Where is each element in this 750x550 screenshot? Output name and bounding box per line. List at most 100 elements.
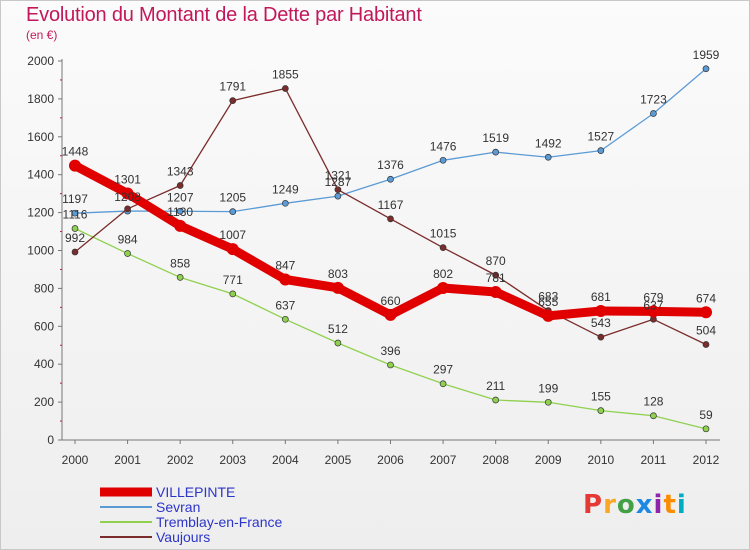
data-label: 1855 (272, 67, 299, 81)
data-point (594, 304, 607, 317)
data-point (439, 244, 447, 252)
y-tick-label: 1600 (27, 130, 54, 144)
data-point (597, 333, 605, 341)
y-tick-label: 1200 (27, 206, 54, 220)
data-point (176, 182, 184, 189)
data-label: 199 (538, 381, 558, 395)
data-label: 1130 (167, 205, 193, 219)
data-point (176, 274, 184, 281)
legend-swatch-sevran (100, 501, 152, 513)
data-label: 128 (643, 395, 663, 409)
legend-item-vaujours: Vaujours (100, 529, 282, 545)
data-label: 847 (275, 258, 295, 272)
data-point (702, 341, 710, 348)
data-label: 512 (328, 322, 348, 336)
data-label: 1205 (219, 191, 246, 205)
x-tick-label: 2006 (377, 453, 404, 467)
data-label: 504 (696, 323, 716, 337)
data-point (650, 412, 657, 420)
data-label: 1519 (482, 131, 509, 145)
chart-title: Evolution du Montant de la Dette par Hab… (26, 4, 422, 26)
legend-swatch-tremblay (100, 516, 152, 528)
x-tick-label: 2010 (587, 453, 614, 467)
data-label: 1723 (640, 92, 667, 106)
data-label: 637 (275, 298, 295, 312)
logo-letter: i (676, 490, 687, 520)
logo-letter: x (635, 490, 654, 520)
data-label: 1343 (167, 165, 194, 179)
data-point (597, 147, 605, 154)
data-label: 543 (591, 316, 611, 330)
x-tick-label: 2008 (482, 453, 509, 467)
data-point (542, 309, 555, 322)
data-point (124, 205, 131, 213)
data-label: 1492 (535, 136, 562, 150)
data-point (281, 85, 289, 92)
data-label: 771 (223, 273, 243, 287)
data-point (544, 153, 552, 161)
y-tick-label: 1800 (27, 92, 54, 106)
data-label: 155 (591, 390, 611, 404)
data-point (226, 243, 239, 256)
legend-label-sevran: Sevran (156, 498, 201, 515)
data-point (702, 425, 710, 433)
legend-item-tremblay: Tremblay-en-France (100, 513, 283, 530)
legend-label-tremblay: Tremblay-en-France (156, 513, 283, 530)
data-label: 683 (538, 290, 558, 304)
x-tick-label: 2005 (325, 453, 352, 467)
logo-letter: i (653, 490, 664, 520)
y-tick-label: 1000 (27, 244, 54, 258)
data-point (281, 315, 289, 323)
data-point (71, 209, 79, 217)
data-label: 1959 (693, 48, 720, 62)
data-point (229, 97, 237, 104)
data-point (650, 110, 657, 117)
data-label: 1249 (272, 182, 299, 196)
data-point (279, 273, 292, 286)
data-label: 1007 (219, 228, 246, 242)
data-point (229, 208, 237, 216)
data-point (647, 305, 660, 318)
data-label: 1476 (430, 139, 457, 153)
x-tick-label: 2009 (535, 453, 562, 467)
y-tick-label: 200 (34, 395, 54, 409)
legend-swatch-vaujours (100, 531, 152, 543)
x-tick-label: 2004 (272, 453, 299, 467)
data-point (174, 219, 187, 232)
data-point (439, 380, 447, 388)
data-label: 858 (170, 256, 190, 270)
chart-legend: VILLEPINTE Sevran Tremblay-en-France Vau… (100, 484, 283, 545)
data-point (702, 65, 710, 73)
data-label: 1791 (219, 80, 246, 94)
y-tick-label: 2000 (27, 54, 54, 68)
proxiti-logo: Proxiti (583, 490, 687, 520)
logo-letter: o (616, 490, 636, 520)
data-point (387, 175, 394, 183)
x-tick-label: 2001 (114, 453, 141, 467)
data-point (387, 215, 394, 223)
data-label: 992 (65, 231, 85, 245)
data-point (124, 250, 131, 257)
data-label: 1167 (378, 198, 404, 212)
data-label: 1321 (325, 169, 352, 183)
data-label: 59 (699, 408, 713, 422)
chart-unit: (en €) (26, 28, 58, 42)
data-point (71, 248, 79, 256)
x-tick-label: 2011 (641, 453, 667, 467)
logo-letter: P (583, 490, 604, 520)
data-label: 781 (486, 271, 506, 285)
data-label: 1448 (62, 145, 89, 159)
y-tick-label: 600 (34, 319, 54, 333)
data-label: 802 (433, 267, 453, 281)
data-point (121, 187, 134, 200)
data-point (439, 156, 447, 164)
data-label: 1301 (114, 172, 141, 186)
data-point (437, 282, 450, 295)
data-point (176, 207, 184, 215)
x-tick-label: 2002 (167, 453, 194, 467)
x-tick-label: 2012 (693, 453, 720, 467)
data-point (492, 148, 500, 156)
legend-swatch-villepinte (100, 486, 152, 498)
data-label: 1197 (62, 192, 88, 206)
